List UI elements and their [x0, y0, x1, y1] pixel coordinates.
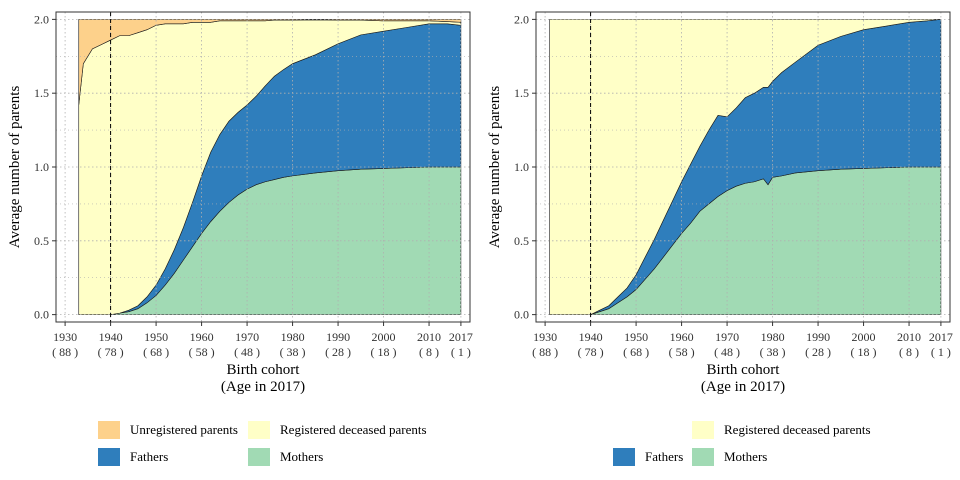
- right-x-axis-title: Birth cohort: [707, 362, 781, 378]
- left-x-age-label-8: ( 8 ): [419, 345, 439, 359]
- right-x-age-label-4: ( 48 ): [714, 345, 740, 359]
- left-x-age-label-2: ( 68 ): [143, 345, 169, 359]
- legend-swatch-fathers-right: [613, 448, 635, 466]
- right-panel: 1930( 88 ) 1940( 78 ) 1950( 68 ) 1960( 58 )…: [487, 11, 953, 395]
- left-x-age-label-7: ( 18 ): [371, 345, 397, 359]
- left-x-tick-label-1: 1940: [99, 330, 123, 344]
- right-x-tick-label-2: 1950: [624, 330, 648, 344]
- left-x-tick-label-6: 1990: [326, 330, 350, 344]
- right-x-age-label-2: ( 68 ): [623, 345, 649, 359]
- legend-swatch-deceased: [248, 421, 270, 439]
- legend-item-mothers: Mothers: [248, 448, 323, 466]
- left-x-tick-label-3: 1960: [190, 330, 214, 344]
- right-x-tick-label-4: 1970: [715, 330, 739, 344]
- left-x-tick-label-0: 1930: [53, 330, 77, 344]
- legend-swatch-unregistered: [98, 421, 120, 439]
- right-y-tick-label-3: 1.5: [514, 86, 529, 100]
- left-x-tick-label-5: 1980: [281, 330, 305, 344]
- left-x-tick-label-9: 2017: [449, 330, 473, 344]
- left-panel: 1930( 88 ) 1940( 78 ) 1950( 68 ) 1960( 58 )…: [7, 11, 473, 395]
- right-y-tick-label-0: 0.0: [514, 308, 529, 322]
- legend-item-deceased-right: Registered deceased parents: [692, 421, 871, 439]
- right-y-axis-title: Average number of parents: [487, 86, 503, 249]
- left-y-tick-label-4: 2.0: [34, 12, 49, 26]
- left-y-tick-label-1: 0.5: [34, 234, 49, 248]
- right-x-tick-label-1: 1940: [579, 330, 603, 344]
- legend-item-fathers-right: Fathers: [613, 448, 683, 466]
- right-x-age-label-7: ( 18 ): [851, 345, 877, 359]
- legend-item-unregistered: Unregistered parents: [98, 421, 238, 439]
- left-x-age-label-3: ( 58 ): [189, 345, 215, 359]
- left-x-age-label-1: ( 78 ): [98, 345, 124, 359]
- left-y-tick-label-3: 1.5: [34, 86, 49, 100]
- left-x-age-label-6: ( 28 ): [325, 345, 351, 359]
- legend-item-mothers-right: Mothers: [692, 448, 767, 466]
- left-x-tick-label-7: 2000: [372, 330, 396, 344]
- legend-label-unregistered: Unregistered parents: [130, 422, 238, 437]
- right-x-axis-subtitle: (Age in 2017): [701, 379, 785, 395]
- legend-item-fathers: Fathers: [98, 448, 168, 466]
- right-y-tick-label-4: 2.0: [514, 12, 529, 26]
- left-x-tick-label-4: 1970: [235, 330, 259, 344]
- legend-label-deceased: Registered deceased parents: [280, 422, 427, 437]
- legend-label-deceased-right: Registered deceased parents: [724, 422, 871, 437]
- left-x-tick-label-2: 1950: [144, 330, 168, 344]
- right-x-tick-label-6: 1990: [806, 330, 830, 344]
- right-x-tick-label-5: 1980: [761, 330, 785, 344]
- left-x-age-label-5: ( 38 ): [280, 345, 306, 359]
- left-x-axis-title: Birth cohort: [227, 362, 301, 378]
- left-x-age-label-0: ( 88 ): [52, 345, 78, 359]
- legend-swatch-deceased-right: [692, 421, 714, 439]
- left-x-axis-subtitle: (Age in 2017): [221, 379, 305, 395]
- left-y-axis-title: Average number of parents: [7, 86, 23, 249]
- right-y-tick-label-1: 0.5: [514, 234, 529, 248]
- legend-swatch-fathers: [98, 448, 120, 466]
- right-x-age-label-0: ( 88 ): [532, 345, 558, 359]
- left-y-tick-label-0: 0.0: [34, 308, 49, 322]
- left-x-tick-label-8: 2010: [417, 330, 441, 344]
- right-y-tick-label-2: 1.0: [514, 160, 529, 174]
- legend-label-fathers-right: Fathers: [645, 449, 684, 464]
- legend-label-mothers: Mothers: [280, 449, 324, 464]
- right-x-tick-label-8: 2010: [897, 330, 921, 344]
- right-x-tick-label-7: 2000: [852, 330, 876, 344]
- legend-swatch-mothers-right: [692, 448, 714, 466]
- right-x-age-label-1: ( 78 ): [578, 345, 604, 359]
- legend-item-deceased: Registered deceased parents: [248, 421, 427, 439]
- legend-swatch-mothers: [248, 448, 270, 466]
- legend-label-mothers-right: Mothers: [724, 449, 768, 464]
- legend-label-fathers: Fathers: [130, 449, 169, 464]
- left-x-age-label-9: ( 1 ): [451, 345, 471, 359]
- right-x-age-label-6: ( 28 ): [805, 345, 831, 359]
- left-x-age-label-4: ( 48 ): [234, 345, 260, 359]
- right-x-tick-label-9: 2017: [929, 330, 953, 344]
- right-x-age-label-9: ( 1 ): [931, 345, 951, 359]
- left-area-unregistered-parents: [78, 19, 462, 106]
- right-x-age-label-5: ( 38 ): [760, 345, 786, 359]
- right-x-age-label-8: ( 8 ): [899, 345, 919, 359]
- right-x-age-label-3: ( 58 ): [669, 345, 695, 359]
- right-x-tick-label-3: 1960: [670, 330, 694, 344]
- right-x-tick-label-0: 1930: [533, 330, 557, 344]
- left-y-tick-label-2: 1.0: [34, 160, 49, 174]
